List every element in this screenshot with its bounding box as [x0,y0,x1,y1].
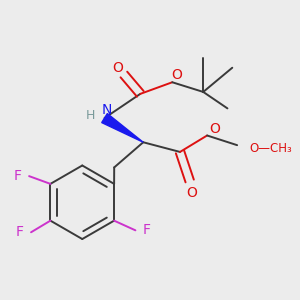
Text: F: F [15,225,23,239]
Text: F: F [143,223,151,237]
Text: N: N [101,103,112,117]
Text: O: O [172,68,182,82]
Text: F: F [14,169,22,183]
Text: H: H [85,109,95,122]
Text: O: O [186,186,197,200]
Text: O: O [112,61,124,75]
Text: O—CH₃: O—CH₃ [250,142,292,154]
Polygon shape [102,113,143,142]
Text: O: O [209,122,220,136]
